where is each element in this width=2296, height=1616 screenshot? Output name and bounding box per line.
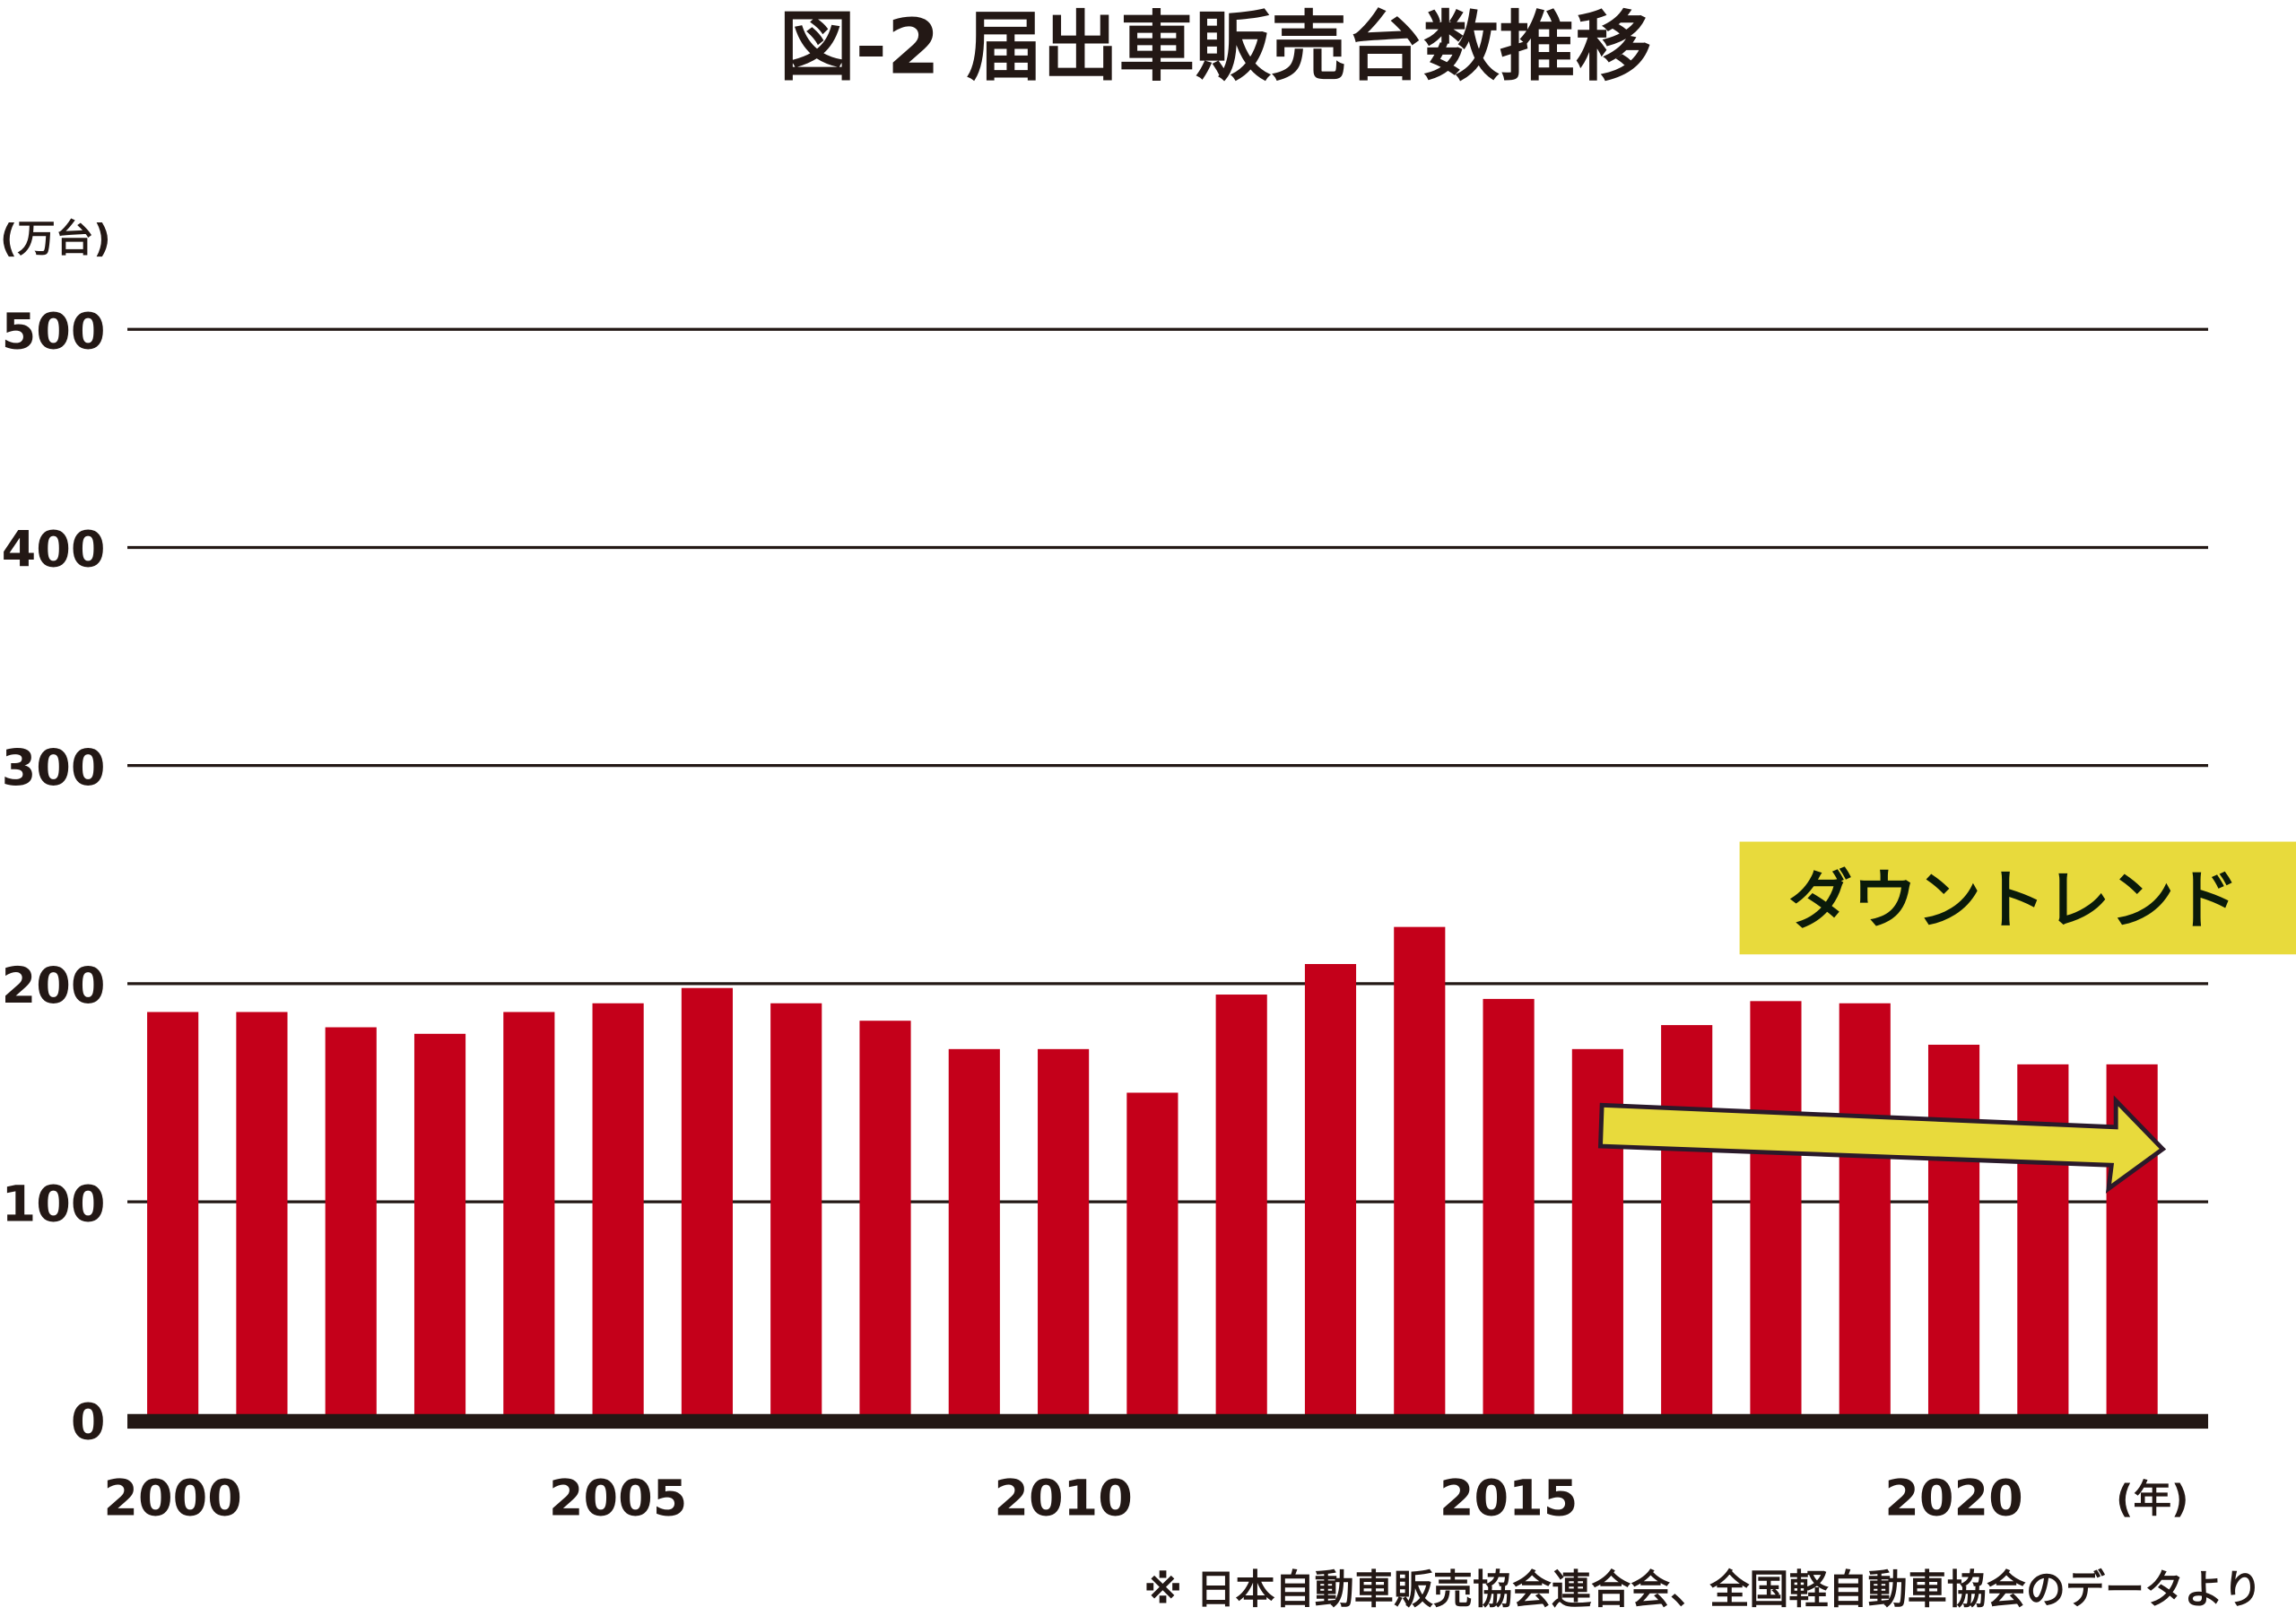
bar-2006: [681, 987, 733, 1421]
bar-2011: [1126, 1092, 1178, 1421]
bar-2019: [1839, 1003, 1891, 1421]
bar-2015: [1483, 998, 1535, 1421]
bar-2005: [592, 1003, 644, 1421]
bar-2021: [2017, 1064, 2069, 1421]
bar-2008: [859, 1021, 911, 1421]
bar-2014: [1394, 926, 1446, 1421]
bar-2009: [948, 1048, 1000, 1421]
x-tick-label: 2020: [1884, 1469, 2022, 1527]
bar-2010: [1038, 1048, 1090, 1421]
annotation-badge: [1739, 841, 2296, 955]
bar-2000: [147, 1012, 199, 1421]
x-tick-label: 2000: [103, 1469, 241, 1527]
bar-2001: [236, 1012, 288, 1421]
source-note: ※ 日本自動車販売協会連合会、全国軽自動車協会のデータより: [1144, 1567, 2262, 1612]
y-axis-unit: (万台): [0, 218, 111, 262]
bar-2002: [325, 1027, 377, 1421]
y-tick-label: 0: [71, 1394, 106, 1452]
y-tick-label: 300: [2, 739, 106, 797]
bar-2020: [1927, 1044, 1980, 1421]
annotation-text: ダウントレンド: [1788, 862, 2239, 937]
bar-2017: [1661, 1025, 1713, 1421]
x-axis-unit: (年): [2116, 1478, 2188, 1522]
bar-2003: [413, 1033, 466, 1421]
y-tick-label: 200: [2, 957, 106, 1015]
downtrend-arrow: [1597, 1095, 2167, 1194]
y-tick-label: 100: [2, 1175, 106, 1233]
bar-2004: [503, 1012, 555, 1421]
bar-2007: [770, 1003, 822, 1421]
x-tick-label: 2015: [1439, 1469, 1578, 1527]
bar-2018: [1750, 1001, 1802, 1421]
x-tick-label: 2005: [549, 1469, 687, 1527]
bar-2013: [1304, 963, 1357, 1421]
x-axis-baseline: [127, 1413, 2209, 1429]
y-tick-label: 500: [2, 302, 106, 361]
y-tick-label: 400: [2, 521, 106, 579]
bar-2012: [1215, 995, 1267, 1421]
x-tick-label: 2010: [994, 1469, 1132, 1527]
chart-title: 図-2 届出車販売台数推移: [779, 4, 1652, 92]
